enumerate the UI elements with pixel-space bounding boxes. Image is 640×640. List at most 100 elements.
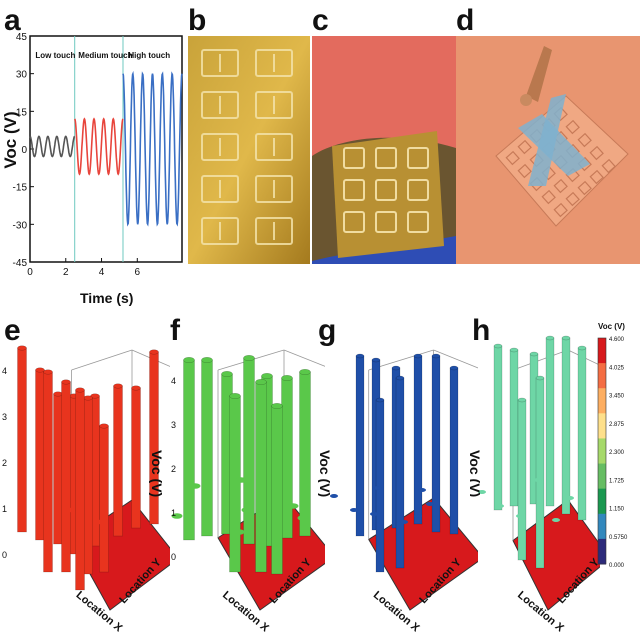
- bar-1: [201, 359, 213, 537]
- colorbar-swatch-7: [598, 513, 606, 540]
- bar-stub-4: [552, 518, 560, 522]
- bar-stub-2: [370, 512, 378, 516]
- bar-cap-11: [99, 423, 109, 429]
- panel-label-a: a: [4, 4, 21, 37]
- y-tick-label-4: -15: [13, 183, 28, 194]
- colorbar-tick-6: 1.150: [609, 507, 625, 513]
- z-tick-label-1: 1: [171, 508, 176, 518]
- sensor-pad: [201, 175, 239, 203]
- box-edge-top-2: [433, 349, 478, 369]
- bar-cap-4: [90, 393, 100, 399]
- bar-cap-3: [545, 335, 555, 341]
- bar-stub-4: [287, 503, 299, 509]
- sensor-pad: [375, 211, 397, 233]
- series-low: [29, 135, 76, 158]
- bar-cap-1: [35, 367, 45, 373]
- colorbar-tick-7: 0.5750: [609, 535, 628, 541]
- photo-b-flexible-sensor-array: [188, 36, 310, 264]
- bar-cap-5: [577, 345, 587, 351]
- z-tick-label-4: 4: [2, 366, 7, 376]
- bar-cap-2: [529, 351, 539, 357]
- y-tick-label-6: -45: [13, 258, 28, 269]
- z-axis-label: Voc (V): [318, 450, 333, 497]
- bar-cap-8: [43, 369, 53, 375]
- bar-0: [493, 345, 503, 511]
- bar-stub-0: [171, 513, 183, 519]
- panel-label-f: f: [170, 314, 180, 347]
- bar-cap-9: [271, 403, 283, 409]
- bar-cap-6: [375, 397, 385, 403]
- bar-stub-7: [418, 488, 426, 492]
- colorbar-title: Voc (V): [598, 322, 625, 331]
- bar-cap-5: [449, 365, 459, 371]
- sensor-pad: [407, 211, 429, 233]
- bar-stub-3: [426, 502, 434, 506]
- bar-cap-2: [221, 371, 233, 377]
- bar-stub-1: [95, 519, 105, 525]
- z-tick-label-4: 4: [171, 376, 176, 386]
- colorbar-swatch-5: [598, 463, 606, 490]
- annotation-2: High touch: [128, 51, 170, 60]
- bar-1: [35, 369, 45, 541]
- bar-9: [271, 405, 283, 575]
- bar-stub-1: [496, 504, 504, 508]
- bar-stub-6: [233, 529, 245, 535]
- bar-11: [99, 425, 109, 573]
- bar-stub-1: [189, 483, 201, 489]
- y-tick-label-5: -30: [13, 220, 28, 231]
- colorbar-swatch-6: [598, 488, 606, 515]
- photo-c-sensor-on-arm: [312, 36, 456, 264]
- colorbar-swatch-8: [598, 538, 606, 565]
- sensor-pad: [375, 179, 397, 201]
- bar-3: [413, 355, 423, 525]
- bar-0: [17, 347, 27, 533]
- box-edge-top-1: [71, 349, 133, 371]
- sensor-pad: [201, 133, 239, 161]
- bar-cap-6: [517, 397, 527, 403]
- grid-cell: [577, 132, 592, 148]
- series-medium: [74, 117, 124, 176]
- bar-7: [229, 395, 241, 573]
- colorbar-tick-8: 0.000: [609, 563, 625, 569]
- colorbar-tick-5: 1.725: [609, 478, 625, 484]
- bar-cap-0: [183, 357, 195, 363]
- bar-cap-6: [299, 369, 311, 375]
- sensor-pad: [375, 147, 397, 169]
- z-tick-label-0: 0: [171, 552, 176, 562]
- sensor-pad: [255, 175, 293, 203]
- bar-stub-5: [400, 520, 408, 524]
- z-tick-label-3: 3: [171, 420, 176, 430]
- bar-stub-2: [516, 514, 524, 518]
- bar-cap-2: [391, 365, 401, 371]
- colorbar-swatch-0: [598, 338, 606, 364]
- bar-7: [535, 377, 545, 569]
- bar-2: [53, 393, 63, 545]
- bar-cap-0: [17, 345, 27, 351]
- grid-cell: [601, 158, 616, 174]
- box-edge-top-2: [567, 349, 600, 366]
- bar-stub-5: [297, 515, 309, 521]
- bar-stub-0: [65, 507, 75, 513]
- sensor-pad: [343, 179, 365, 201]
- grid-cell: [517, 163, 532, 179]
- sensor-pad: [255, 217, 293, 245]
- grid-cell: [589, 169, 604, 185]
- bar-cap-7: [395, 375, 405, 381]
- bar-cap-10: [83, 395, 93, 401]
- bar-cap-5: [281, 375, 293, 381]
- colorbar-swatch-3: [598, 413, 606, 439]
- bar-cap-4: [261, 373, 273, 379]
- bar-cap-7: [229, 393, 241, 399]
- bar-5: [281, 377, 293, 539]
- bar-stub-3: [241, 507, 253, 513]
- floor-contour-5: [513, 500, 600, 610]
- colorbar-swatch-4: [598, 438, 606, 465]
- grid-illustration: [456, 36, 640, 264]
- bar-9: [61, 381, 71, 573]
- bar-4: [431, 355, 441, 533]
- panel-label-g: g: [318, 314, 337, 347]
- bar-0: [183, 359, 195, 541]
